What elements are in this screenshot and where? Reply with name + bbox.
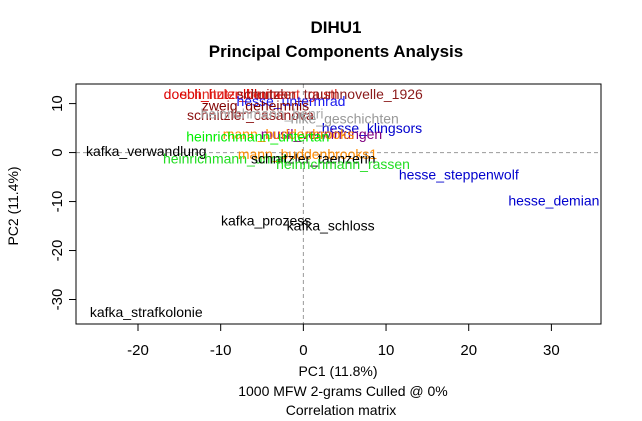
x-tick-label: 20 — [460, 342, 477, 359]
x-axis-label: PC1 (11.8%) — [298, 363, 377, 379]
point-label: hesse_demian — [508, 193, 599, 209]
chart-title: DIHU1 — [310, 18, 361, 37]
x-tick-label: -20 — [127, 342, 149, 359]
chart-subtitle: Principal Components Analysis — [209, 42, 463, 61]
x-tick-label: 30 — [543, 342, 560, 359]
point-label: schnitzler_casanova — [187, 107, 314, 123]
plot-area-border — [75, 83, 602, 325]
point-label: kafka_strafkolonie — [90, 304, 203, 320]
point-label: hesse_steppenwolf — [399, 167, 519, 183]
point-label: rilke_geschichten — [291, 110, 399, 126]
y-tick-label: -10 — [49, 191, 66, 213]
y-tick-label: 0 — [49, 148, 66, 156]
point-label: hesse_untermrad — [236, 93, 345, 109]
y-tick-label: -30 — [49, 289, 66, 311]
y-axis-label: PC2 (11.4%) — [5, 166, 21, 245]
x-axis: -20 -10 0 10 20 30 — [127, 324, 560, 359]
point-label: kafka_schloss — [287, 218, 375, 234]
x-tick-label: 10 — [378, 342, 395, 359]
point-label: heinrichmann_unrat — [163, 150, 287, 166]
caption-line-2: Correlation matrix — [286, 402, 396, 418]
point-label: schnitzler_taenzerin — [251, 150, 376, 166]
x-tick-label: -10 — [210, 342, 232, 359]
point-label: heinrichmann_untertan — [186, 128, 329, 144]
point-label: doebli_hutzelblume — [164, 86, 285, 102]
point-label: kafka_verwandlung — [86, 143, 207, 159]
y-tick-label: -20 — [49, 240, 66, 262]
point-label: heinrichmann_rassen — [276, 156, 410, 172]
point-label: schnitzler_lieutnant_gustl — [180, 86, 337, 102]
point-label: musil_verwirrungen — [261, 126, 382, 142]
point-label: schnitzler_traumnovelle_1926 — [237, 86, 423, 102]
caption-line-1: 1000 MFW 2-grams Culled @ 0% — [238, 383, 448, 399]
point-labels: doebli_hutzelblumeschnitzler_lieutnant_g… — [86, 86, 599, 320]
point-label: mann_buddenbrooks1 — [238, 146, 378, 162]
y-axis: -30 -20 -10 0 10 — [49, 95, 76, 310]
point-label: kafka_prozess — [221, 213, 311, 229]
point-label: heinrichmann_henri — [201, 105, 324, 121]
y-tick-label: 10 — [49, 95, 66, 112]
reference-lines — [76, 84, 601, 324]
x-tick-label: 0 — [299, 342, 307, 359]
point-label: zweig_geheimnis — [202, 98, 309, 114]
point-label: mann_buddenbrooks — [223, 126, 355, 142]
point-label: hesse_klingsors — [322, 120, 422, 136]
